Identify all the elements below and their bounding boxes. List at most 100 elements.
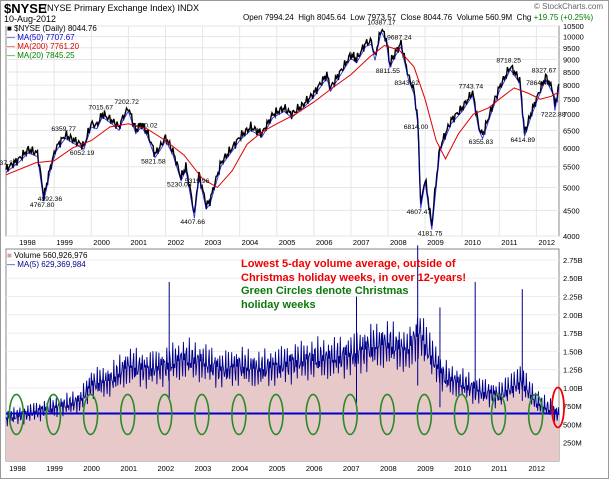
price-panel: 10500 10000 9500 9000 8500 8000 7500 7000 6500 60…: [0, 19, 584, 247]
volume-x-tick-label: 2006: [306, 464, 323, 473]
price-tick-label: 8500: [563, 68, 580, 77]
price-x-tick-label: 2001: [130, 238, 147, 247]
open-label: Open: [243, 13, 263, 22]
volume-tick-label: 250M: [563, 439, 582, 448]
volume-legend: ■ Volume 560,926,976 — MA(5) 629,369,984: [7, 251, 87, 269]
ma200-line: [5, 44, 560, 189]
volume-tick-label: 2.25B: [563, 293, 583, 302]
price-annotation: 6359.77: [51, 126, 76, 133]
volume-x-tick-label: 2008: [380, 464, 397, 473]
price-annotation: 5437.22: [0, 160, 17, 167]
volume-x-tick-label: 2012: [528, 464, 545, 473]
christmas-circle: [490, 393, 507, 436]
christmas-circle: [82, 393, 99, 436]
volume-tick-label: 1.75B: [563, 329, 583, 338]
volume-x-tick-label: 2003: [195, 464, 212, 473]
price-x-tick-label: 2012: [538, 238, 555, 247]
price-annotation: 6355.83: [469, 139, 494, 146]
price-x-tick-label: 2008: [390, 238, 407, 247]
volume-x-tick-label: 2009: [417, 464, 434, 473]
price-x-tick-label: 1998: [19, 238, 36, 247]
price-tick-label: 4000: [563, 232, 580, 241]
price-annotation: 5230.08: [167, 182, 192, 189]
price-tick-label: 6000: [563, 144, 580, 153]
price-annotation: 6414.89: [511, 137, 536, 144]
volume-tick-label: 2.50B: [563, 274, 583, 283]
price-tick-label: 7000: [563, 110, 580, 119]
chg-label: Chg: [516, 13, 532, 22]
volume-tick-label: 750M: [563, 402, 582, 411]
legend-ma20: — MA(20) 7845.25: [7, 51, 75, 60]
christmas-circle: [119, 393, 136, 436]
christmas-circle: [342, 393, 358, 436]
price-tick-label: 6500: [563, 126, 580, 135]
legend-ma200: — MA(200) 7761.20: [7, 42, 80, 51]
christmas-circle: [305, 393, 321, 436]
low-value: 7973.57: [367, 13, 397, 22]
christmas-circle: [231, 393, 247, 436]
price-x-tick-label: 2006: [316, 238, 333, 247]
price-tick-label: 9000: [563, 56, 580, 65]
high-label: High: [298, 13, 315, 22]
volume-x-tick-label: 2001: [120, 464, 137, 473]
copyright: © StockCharts.com: [533, 2, 603, 11]
legend-price: ■ $NYSE (Daily) 8044.76: [7, 24, 97, 33]
price-annotation: 4407.66: [180, 219, 205, 226]
volume-area: [6, 319, 559, 461]
volume-panel: 2.75B 2.50B 2.25B 2.00B 1.75B 1.50B 1.25B 1.00B…: [5, 245, 583, 473]
volume-tick-label: 500M: [563, 420, 582, 429]
price-annotation: 5821.58: [141, 158, 166, 165]
legend-ma50: — MA(50) 7707.67: [7, 33, 75, 42]
price-tick-label: 7500: [563, 95, 580, 104]
close-value: 8044.76: [423, 13, 453, 22]
volume-tick-label: 1.50B: [563, 347, 583, 356]
christmas-circle: [527, 393, 544, 436]
price-x-tick-label: 2002: [167, 238, 184, 247]
price-annotation: 4767.80: [30, 202, 55, 209]
price-annotation: 7015.67: [88, 105, 113, 112]
christmas-circle: [379, 393, 396, 436]
price-x-tick-label: 2011: [501, 238, 517, 247]
price-tick-label: 8000: [563, 81, 580, 90]
volume-tick-label: 2.00B: [563, 311, 583, 320]
christmas-circle: [268, 393, 284, 436]
price-tick-label: 4500: [563, 206, 580, 215]
price-annotation: 6460.02: [133, 123, 158, 130]
volume-tick-label: 1.00B: [563, 384, 583, 393]
price-tick-label: 10500: [563, 22, 584, 31]
volume-value: 560.9M: [485, 13, 513, 22]
volume-x-tick-label: 1998: [9, 464, 26, 473]
price-annotation: 10387.17: [367, 19, 396, 26]
price-x-tick-label: 2010: [464, 238, 481, 247]
price-annotation: 7864.49: [526, 80, 551, 87]
volume-tick-label: 2.75B: [563, 256, 583, 265]
price-x-tick-label: 2004: [242, 238, 259, 247]
annotation-red: Lowest 5-day volume average, outside of …: [241, 258, 466, 284]
chart-header: $NYSE (NYSE Primary Exchange Index) INDX…: [0, 0, 609, 26]
price-tick-label: 5000: [563, 183, 580, 192]
low-label: Low: [350, 13, 365, 22]
high-value: 8045.64: [316, 13, 346, 22]
volume-x-tick-label: 2005: [269, 464, 286, 473]
legend-volume: ■ Volume 560,926,976: [7, 251, 88, 260]
volume-label: Volume: [456, 13, 484, 22]
price-tick-label: 10000: [563, 33, 584, 42]
price-x-tick-label: 2005: [279, 238, 296, 247]
price-annotation: 8718.25: [496, 57, 521, 64]
price-annotation: 6814.00: [404, 124, 429, 131]
price-annotation: 9687.24: [387, 35, 412, 42]
christmas-circle: [453, 393, 470, 436]
volume-x-tick-label: 2007: [343, 464, 360, 473]
christmas-circle: [416, 393, 433, 436]
christmas-circle: [45, 393, 62, 436]
price-annotation: 4181.75: [418, 230, 443, 237]
open-value: 7994.24: [264, 13, 294, 22]
price-annotation: 8327.67: [532, 67, 557, 74]
christmas-circle: [8, 393, 25, 436]
price-annotation: 4892.36: [38, 196, 63, 203]
current-week-circle: [551, 386, 565, 429]
chg-value: +19.75 (+0.25%): [533, 13, 594, 22]
volume-x-tick-label: 2004: [232, 464, 249, 473]
quote-line: Open 7994.24 High 8045.64 Low 7973.57 Cl…: [243, 13, 593, 22]
